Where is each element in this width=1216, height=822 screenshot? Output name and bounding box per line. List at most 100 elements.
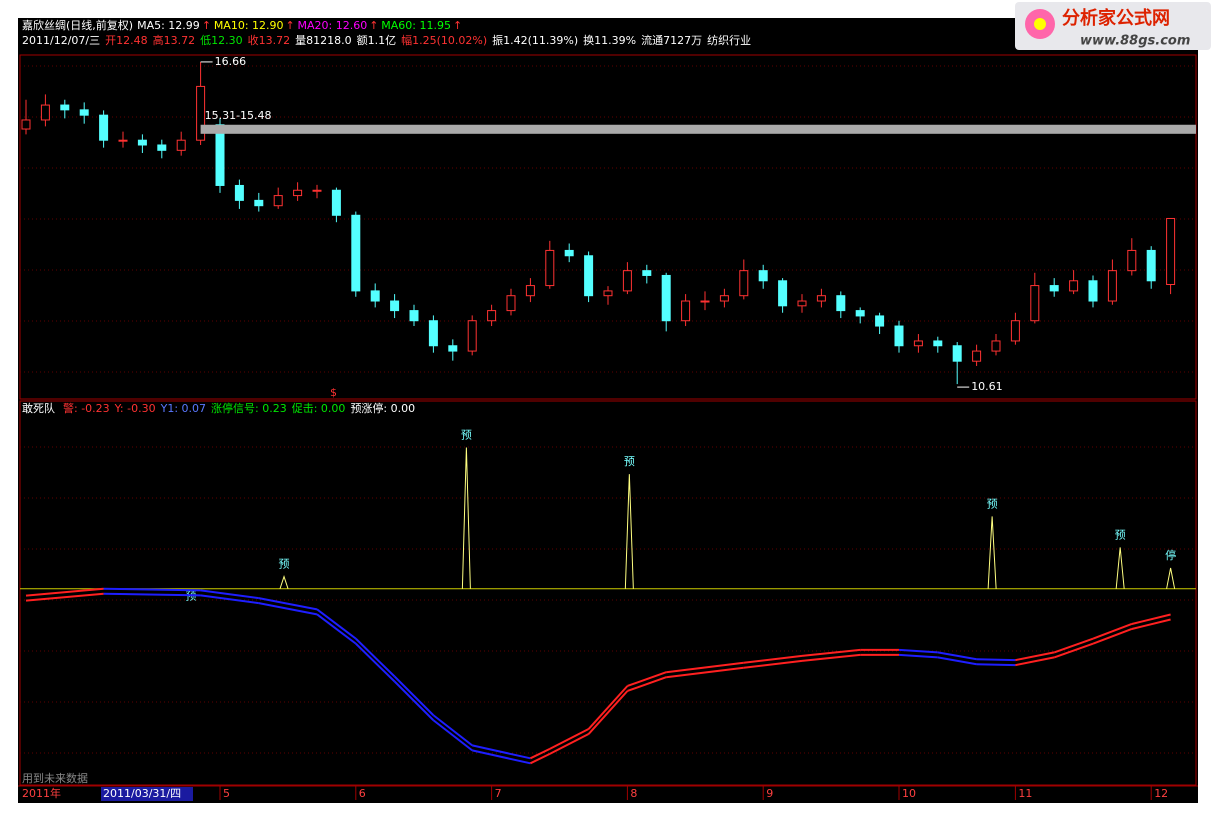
- indicator-line: [666, 661, 744, 674]
- candle-body: [991, 340, 1001, 352]
- candle-body: [21, 119, 31, 130]
- candle-body: [681, 300, 691, 322]
- candle-body: [1146, 249, 1156, 282]
- candle-body: [836, 295, 846, 312]
- header-item: 流通7127万: [641, 33, 702, 47]
- indicator-line: [432, 719, 473, 752]
- logo-url: www.88gs.com: [1080, 34, 1190, 49]
- x-tick-label: 6: [359, 787, 366, 800]
- indicator-line: [471, 749, 531, 765]
- candle-body: [719, 295, 729, 302]
- candle-body: [1088, 280, 1098, 302]
- header-item: 低12.30: [200, 34, 243, 47]
- candle-body: [816, 295, 826, 302]
- indicator-line: [627, 671, 667, 687]
- candle-body: [797, 300, 807, 307]
- indicator-line: [200, 589, 259, 600]
- candle-body: [778, 280, 788, 307]
- indicator-line: [355, 637, 396, 678]
- indicator-line: [743, 659, 803, 669]
- logo-flower-center: [1034, 18, 1046, 30]
- candle-body: [525, 285, 535, 297]
- candle-body: [428, 320, 438, 347]
- candle-body: [1107, 270, 1117, 302]
- candle-body: [273, 195, 283, 207]
- logo: [1015, 2, 1211, 50]
- arrow: ↑: [453, 19, 462, 32]
- header-item: 促击: 0.00: [292, 401, 346, 415]
- indicator-line: [103, 587, 201, 592]
- indicator-line: [1092, 623, 1133, 640]
- cursor-box: [101, 787, 193, 801]
- candle-body: [215, 124, 225, 186]
- indicator-line: [25, 587, 104, 597]
- candle-body: [118, 139, 128, 142]
- candle-body: [60, 104, 70, 111]
- header-item: 开12.48: [105, 34, 148, 47]
- signal-spike: [987, 516, 997, 589]
- candle-body: [855, 310, 865, 317]
- x-tick-label: 9: [766, 787, 773, 800]
- candle-body: [933, 340, 943, 347]
- candle-body: [739, 270, 749, 297]
- indicator-line: [898, 653, 938, 659]
- header-item: MA20: 12.60: [298, 19, 368, 32]
- indicator-line: [937, 656, 977, 666]
- header-item: 2011/12/07/三: [22, 34, 100, 47]
- arrow: ↑: [369, 19, 378, 32]
- candle-body: [448, 345, 458, 352]
- footer-year: 2011年: [22, 786, 61, 800]
- candle-body: [467, 320, 477, 352]
- candle-body: [700, 300, 710, 303]
- candle-body: [487, 310, 497, 322]
- candle-body: [176, 139, 186, 151]
- candle-body: [137, 139, 147, 146]
- indicator-line: [1053, 637, 1094, 654]
- signal-label: 预: [987, 497, 998, 510]
- price-panel: [19, 54, 1197, 400]
- indicator-line: [258, 602, 318, 616]
- indicator-line: [1053, 642, 1094, 659]
- candle-body: [1127, 249, 1137, 272]
- candle-body: [952, 345, 962, 362]
- indicator-line: [937, 651, 977, 661]
- signal-spike: [279, 575, 289, 589]
- candle-body: [972, 350, 982, 362]
- indicator-line: [976, 663, 1016, 667]
- low-label: 10.61: [971, 380, 1003, 393]
- candle-body: [196, 85, 206, 141]
- candle-body: [758, 270, 768, 282]
- candle-body: [390, 300, 400, 312]
- indicator-line: [801, 648, 861, 657]
- header-item: 涨停信号: 0.23: [211, 401, 287, 415]
- indicator-line: [25, 592, 104, 602]
- gap-label: 15.31-15.48: [205, 109, 272, 122]
- indicator-line: [432, 714, 473, 747]
- candle-body: [1166, 217, 1176, 286]
- logo-title: 分析家公式网: [1062, 7, 1170, 29]
- header-item: 振1.42(11.39%): [492, 33, 578, 47]
- candle-body: [40, 104, 50, 121]
- candle-body: [661, 274, 671, 322]
- candle-body: [1030, 285, 1040, 322]
- candle-body: [99, 114, 109, 141]
- candle-body: [331, 189, 341, 216]
- indicator-line: [801, 653, 861, 662]
- header-item: MA10: 12.90: [214, 19, 284, 32]
- indicator-line: [1015, 651, 1055, 662]
- x-tick-label: 8: [630, 787, 637, 800]
- header-item: MA5: 12.99: [137, 19, 200, 32]
- signal-spike: [1115, 547, 1125, 589]
- indicator-line: [549, 728, 590, 750]
- header-item: 警: -0.23: [63, 401, 110, 415]
- candle-body: [1069, 280, 1079, 292]
- indicator-line: [393, 675, 435, 716]
- indicator-line: [976, 658, 1016, 662]
- header-item: 额1.1亿: [357, 34, 397, 47]
- candle-body: [234, 184, 244, 201]
- candle-body: [603, 290, 613, 297]
- indicator-line: [898, 648, 938, 654]
- candle-body: [894, 325, 904, 347]
- indicator-line: [316, 613, 357, 645]
- x-tick-label: 7: [495, 787, 502, 800]
